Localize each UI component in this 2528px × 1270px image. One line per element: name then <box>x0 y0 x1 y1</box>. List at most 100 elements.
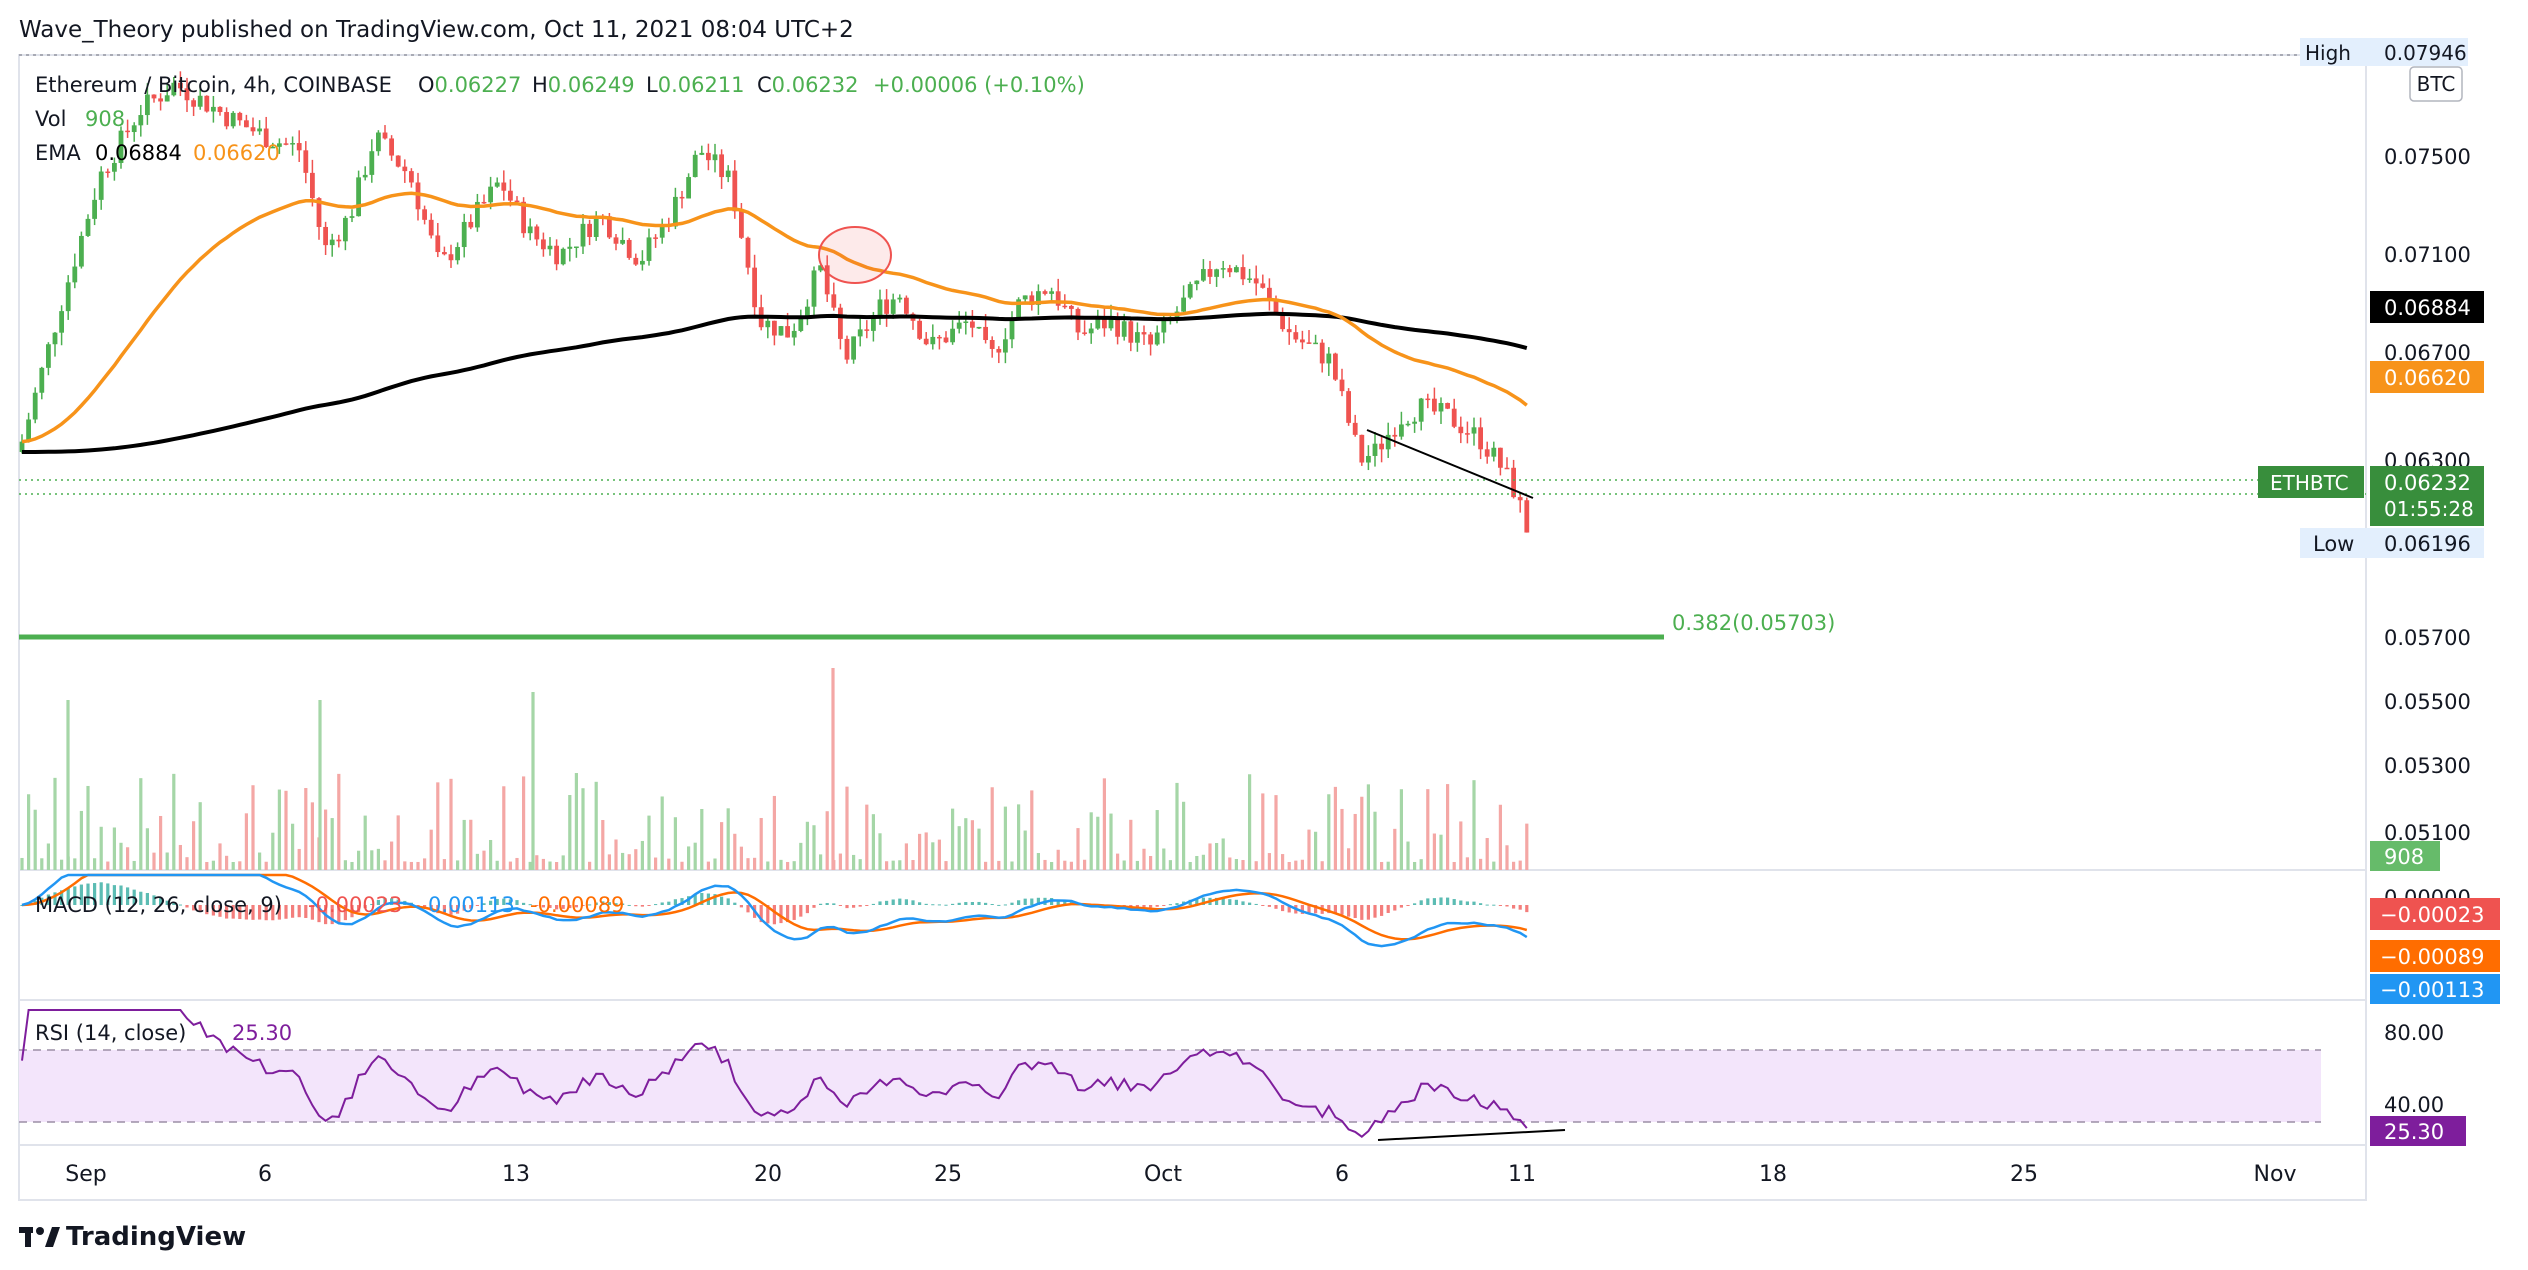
svg-text:0.07946: 0.07946 <box>2384 41 2467 65</box>
volume-bar <box>1248 774 1252 870</box>
currency-badge[interactable] <box>2409 66 2463 102</box>
volume-bar <box>766 861 770 870</box>
volume-bar <box>568 795 572 870</box>
volume-bar <box>1485 837 1489 870</box>
time-label: 25 <box>2010 1162 2038 1187</box>
macd-hist-bar <box>1254 903 1258 905</box>
volume-bar <box>1030 790 1034 870</box>
price-axis[interactable]: BTC High 0.07946 0.07500 0.07100 0.06700… <box>2258 38 2484 871</box>
macd-hist-bar <box>1162 905 1166 906</box>
volume-bar <box>271 832 275 870</box>
volume-bar <box>1096 816 1100 870</box>
macd-hist-bar <box>680 898 684 905</box>
macd-hist-bar <box>1347 905 1351 917</box>
volume-bar <box>733 833 737 870</box>
candle-body <box>725 170 731 178</box>
volume-bar <box>376 848 380 870</box>
candle-body <box>785 326 790 338</box>
macd-hist-bar <box>541 905 545 908</box>
candle-body <box>1009 318 1015 340</box>
macd-hist-bar <box>93 883 97 905</box>
price-trendline[interactable] <box>1366 429 1534 499</box>
volume-bar <box>1063 860 1067 870</box>
candle-body <box>343 217 348 242</box>
candle-body <box>1135 332 1140 343</box>
candle-body <box>1471 427 1477 434</box>
time-label: 11 <box>1508 1162 1536 1187</box>
price-candles[interactable] <box>19 71 1530 533</box>
candle-body <box>1253 278 1259 284</box>
candle-body <box>277 143 282 147</box>
highlight-circle[interactable] <box>818 226 892 284</box>
publish-info: Wave_Theory published on TradingView.com… <box>19 17 854 43</box>
candle-body <box>574 246 579 249</box>
rsi-band <box>19 1050 2321 1122</box>
candle-body <box>501 182 507 191</box>
volume-bar <box>66 700 70 870</box>
macd-hist-bar <box>198 905 202 912</box>
volume-bar <box>786 861 790 870</box>
volume-bar <box>944 861 948 870</box>
candle-body <box>98 171 104 200</box>
macd-hist-bar <box>172 902 176 905</box>
candle-body <box>85 218 91 236</box>
volume-bar <box>865 804 869 870</box>
volume-bar <box>231 862 235 870</box>
macd-hist-bar <box>799 905 803 917</box>
macd-hist-bar <box>1307 905 1311 914</box>
svg-text:908: 908 <box>2384 845 2424 869</box>
svg-text:−0.00023: −0.00023 <box>2380 903 2484 927</box>
volume-bar <box>495 860 499 870</box>
volume-bar <box>1439 834 1443 870</box>
macd-hist-bar <box>805 905 809 914</box>
candle-body <box>270 146 276 149</box>
candle-body <box>818 265 823 271</box>
candle-body <box>719 154 724 178</box>
volume-bar <box>475 853 479 870</box>
volume-bar <box>99 826 103 870</box>
tradingview-logo[interactable]: TradingView <box>19 1222 246 1252</box>
macd-hist-bar <box>112 885 116 905</box>
candle-body <box>1108 317 1114 329</box>
volume-bar <box>1274 795 1278 870</box>
candle-body <box>244 120 249 128</box>
macd-hist-bar <box>1479 903 1483 905</box>
chart-frame <box>18 54 2367 1201</box>
candle-body <box>1214 269 1219 277</box>
rsi-line <box>21 1009 1528 1138</box>
macd-hist-bar <box>819 903 823 905</box>
macd-hist-bar <box>1221 898 1225 905</box>
volume-bar <box>1366 784 1370 870</box>
macd-hist-bar <box>330 905 334 925</box>
volume-bar <box>456 860 460 870</box>
volume-bar <box>1254 861 1258 870</box>
macd-hist-bar <box>1505 905 1509 907</box>
volume-bar <box>1267 853 1271 870</box>
volume-bar <box>1188 861 1192 870</box>
macd-hist-bar <box>568 905 572 909</box>
time-axis[interactable]: Sep 6 13 20 25 Oct 6 11 18 25 Nov <box>65 1162 2296 1187</box>
volume-bar <box>831 668 835 870</box>
time-label: 20 <box>754 1162 782 1187</box>
macd-hist-bar <box>726 898 730 905</box>
candle-body <box>514 200 520 203</box>
macd-hist-bar <box>1063 900 1067 905</box>
rsi-trendline[interactable] <box>1377 1129 1566 1141</box>
volume-bar <box>1320 861 1324 870</box>
candle-body <box>554 245 559 265</box>
candle-body <box>211 106 216 112</box>
macd-hist-bar <box>1314 905 1318 914</box>
volume-bar <box>990 787 994 870</box>
volume-bar <box>1069 861 1073 870</box>
volume-bar <box>555 861 559 870</box>
volume-bar <box>1182 801 1186 870</box>
macd-hist-bar <box>561 905 565 909</box>
candle-body <box>79 235 84 267</box>
candle-body <box>310 172 315 199</box>
macd-hist-bar <box>957 902 961 905</box>
macd-hist-bar <box>317 905 321 923</box>
volume-bar <box>73 858 77 870</box>
candle-body <box>904 297 909 314</box>
candle-body <box>1075 308 1081 333</box>
